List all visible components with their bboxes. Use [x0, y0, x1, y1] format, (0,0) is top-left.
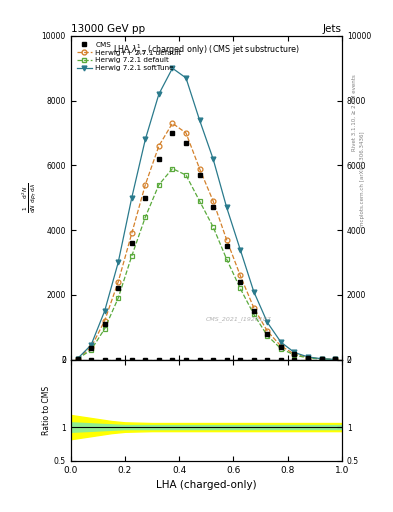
- Text: mcplots.cern.ch [arXiv:1306.3436]: mcplots.cern.ch [arXiv:1306.3436]: [360, 132, 365, 227]
- X-axis label: LHA (charged-only): LHA (charged-only): [156, 480, 257, 490]
- Y-axis label: Ratio to CMS: Ratio to CMS: [42, 386, 51, 435]
- Y-axis label: $\frac{1}{\mathrm{d}N}\,\frac{\mathrm{d}^2N}{\mathrm{d}p_T\,\mathrm{d}\lambda}$: $\frac{1}{\mathrm{d}N}\,\frac{\mathrm{d}…: [21, 182, 39, 213]
- Text: Jets: Jets: [323, 24, 342, 34]
- Text: CMS_2021_I1920187: CMS_2021_I1920187: [206, 317, 272, 323]
- Text: 13000 GeV pp: 13000 GeV pp: [71, 24, 145, 34]
- Text: LHA $\lambda^{1}_{0.5}$ (charged only) (CMS jet substructure): LHA $\lambda^{1}_{0.5}$ (charged only) (…: [113, 42, 300, 57]
- Text: Rivet 3.1.10, ≥ 2.2M events: Rivet 3.1.10, ≥ 2.2M events: [352, 74, 357, 151]
- Legend: CMS, Herwig++ 2.7.1 default, Herwig 7.2.1 default, Herwig 7.2.1 softTune: CMS, Herwig++ 2.7.1 default, Herwig 7.2.…: [74, 39, 184, 73]
